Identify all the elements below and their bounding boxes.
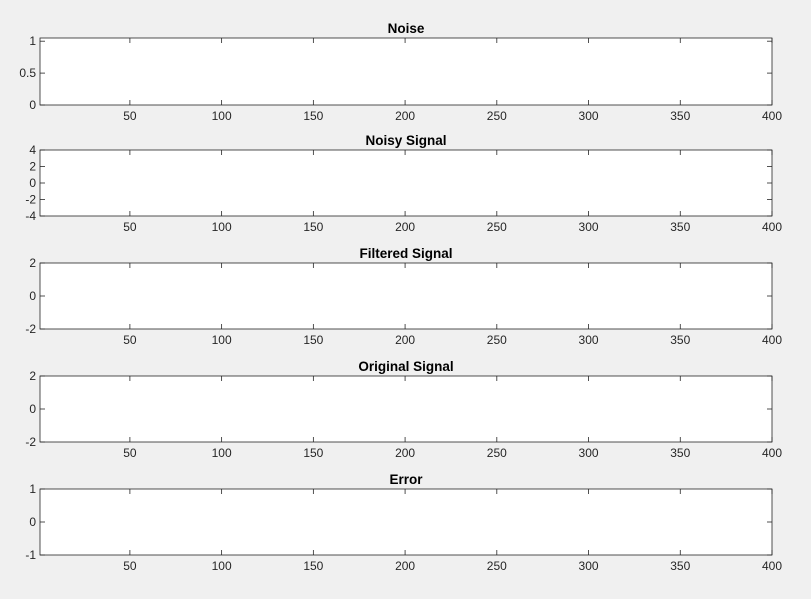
- x-tick-label: 400: [762, 220, 782, 234]
- y-tick-label: -4: [25, 209, 36, 223]
- x-tick-label: 100: [212, 333, 232, 347]
- subplot-title: Original Signal: [358, 359, 453, 374]
- y-tick-label: 1: [29, 482, 36, 496]
- axes-frame: [39, 149, 773, 217]
- y-tick-label: -2: [25, 435, 36, 449]
- x-tick-label: 250: [487, 333, 507, 347]
- x-tick-label: 250: [487, 446, 507, 460]
- y-tick-label: 0: [29, 402, 36, 416]
- x-tick-label: 150: [303, 559, 323, 573]
- y-tick-label: 4: [29, 143, 36, 157]
- axes-frame: [39, 37, 773, 106]
- y-tick-label: -2: [25, 322, 36, 336]
- x-tick-label: 50: [123, 559, 137, 573]
- y-tick-label: 0: [29, 176, 36, 190]
- x-tick-label: 100: [212, 559, 232, 573]
- x-tick-label: 400: [762, 559, 782, 573]
- x-tick-label: 300: [579, 109, 599, 123]
- y-tick-label: 0: [29, 98, 36, 112]
- x-tick-label: 50: [123, 446, 137, 460]
- y-tick-label: -2: [25, 193, 36, 207]
- subplot-4: 50 100 150 200 250 300 350 400 -2 0 2 Original Sign…: [25, 359, 782, 460]
- x-tick-label: 300: [579, 220, 599, 234]
- subplot-1: 50 100 150 200 250 300 350 400 0 0.5 1 Noise: [19, 21, 782, 123]
- axes-frame: [39, 488, 773, 556]
- x-tick-label: 150: [303, 446, 323, 460]
- x-tick-label: 50: [123, 220, 137, 234]
- x-tick-label: 200: [395, 559, 415, 573]
- x-tick-label: 350: [670, 109, 690, 123]
- y-tick-label: -1: [25, 548, 36, 562]
- axes-frame: [39, 375, 773, 443]
- x-tick-label: 250: [487, 559, 507, 573]
- y-tick-label: 0: [29, 515, 36, 529]
- x-tick-label: 250: [487, 220, 507, 234]
- x-tick-label: 400: [762, 333, 782, 347]
- y-tick-label: 2: [29, 369, 36, 383]
- subplot-title: Noise: [388, 21, 425, 36]
- x-tick-label: 200: [395, 333, 415, 347]
- subplot-2: 50 100 150 200 250 300 350 400 -4 -2 0 2 4 Noisy Sign…: [25, 133, 782, 234]
- x-tick-label: 50: [123, 109, 137, 123]
- x-tick-label: 200: [395, 220, 415, 234]
- subplot-title: Error: [389, 472, 423, 487]
- x-tick-label: 300: [579, 559, 599, 573]
- x-tick-label: 100: [212, 109, 232, 123]
- subplot-5: 50 100 150 200 250 300 350 400 -1 0 1 Error: [25, 472, 782, 573]
- x-tick-label: 300: [579, 446, 599, 460]
- y-tick-label: 2: [29, 256, 36, 270]
- x-tick-label: 100: [212, 446, 232, 460]
- y-tick-label: 1: [29, 34, 36, 48]
- x-tick-label: 50: [123, 333, 137, 347]
- y-tick-label: 0.5: [19, 66, 36, 80]
- x-tick-label: 350: [670, 559, 690, 573]
- y-tick-label: 2: [29, 160, 36, 174]
- x-tick-label: 200: [395, 109, 415, 123]
- y-tick-label: 0: [29, 289, 36, 303]
- x-tick-label: 200: [395, 446, 415, 460]
- x-tick-label: 250: [487, 109, 507, 123]
- x-tick-label: 150: [303, 220, 323, 234]
- x-tick-label: 100: [212, 220, 232, 234]
- x-tick-label: 350: [670, 446, 690, 460]
- x-tick-label: 400: [762, 446, 782, 460]
- x-tick-label: 300: [579, 333, 599, 347]
- subplot-3: 50 100 150 200 250 300 350 400 -2 0 2 Filtered Sign…: [25, 246, 782, 347]
- x-tick-label: 150: [303, 109, 323, 123]
- x-tick-label: 400: [762, 109, 782, 123]
- x-tick-label: 150: [303, 333, 323, 347]
- x-tick-label: 350: [670, 220, 690, 234]
- x-tick-label: 350: [670, 333, 690, 347]
- subplot-title: Noisy Signal: [365, 133, 446, 148]
- axes-frame: [39, 262, 773, 330]
- subplot-title: Filtered Signal: [359, 246, 452, 261]
